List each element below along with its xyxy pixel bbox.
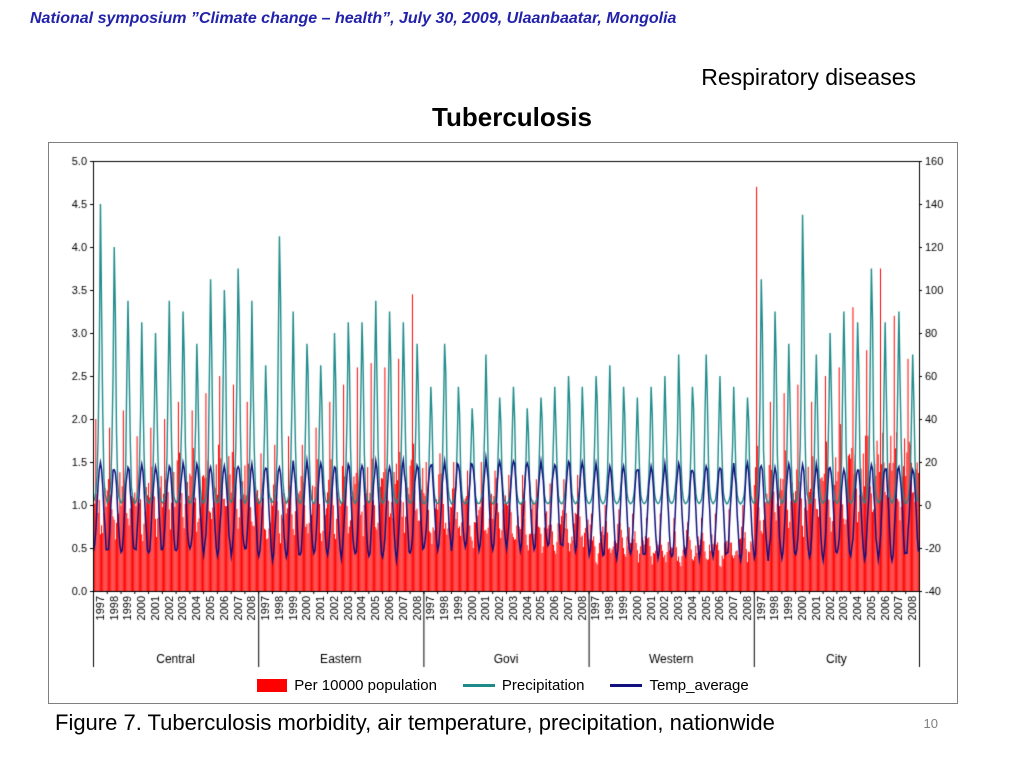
- tuberculosis-chart: [53, 151, 953, 675]
- legend-label-precipitation: Precipitation: [501, 677, 585, 694]
- legend-label-per-10000: Per 10000 population: [294, 677, 437, 694]
- subtitle-respiratory-diseases: Respiratory diseases: [701, 64, 916, 90]
- slide-header: National symposium ”Climate change – hea…: [30, 10, 677, 27]
- legend-label-temp-average: Temp_average: [649, 677, 749, 694]
- chart-title: Tuberculosis: [432, 102, 592, 132]
- figure-caption: Figure 7. Tuberculosis morbidity, air te…: [55, 710, 775, 735]
- page-number: 10: [923, 716, 938, 731]
- legend-precip-swatch: [462, 684, 495, 687]
- legend-temp-swatch: [610, 684, 643, 687]
- chart-legend: Per 10000 population Precipitation Temp_…: [53, 677, 953, 694]
- legend-bar-swatch: [257, 679, 288, 692]
- chart-frame: Per 10000 population Precipitation Temp_…: [48, 142, 958, 704]
- legend-item-temp-average: Temp_average: [610, 677, 749, 694]
- legend-item-per-10000: Per 10000 population: [257, 677, 437, 694]
- legend-item-precipitation: Precipitation: [462, 677, 585, 694]
